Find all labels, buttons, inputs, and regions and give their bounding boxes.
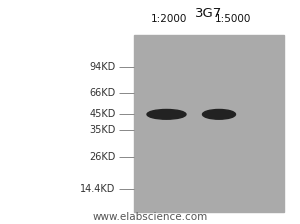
Text: 66KD: 66KD: [89, 88, 116, 98]
Text: 1:2000: 1:2000: [151, 13, 188, 24]
Text: 14.4KD: 14.4KD: [80, 184, 116, 194]
Text: 94KD: 94KD: [89, 62, 116, 72]
Text: 1:5000: 1:5000: [214, 13, 251, 24]
Text: 3G7: 3G7: [195, 7, 222, 20]
Text: www.elabscience.com: www.elabscience.com: [92, 212, 208, 222]
Ellipse shape: [202, 110, 236, 119]
Text: 35KD: 35KD: [89, 125, 116, 135]
Bar: [134, 35, 284, 212]
Text: 26KD: 26KD: [89, 152, 116, 162]
Ellipse shape: [147, 110, 186, 119]
Text: 45KD: 45KD: [89, 109, 116, 119]
